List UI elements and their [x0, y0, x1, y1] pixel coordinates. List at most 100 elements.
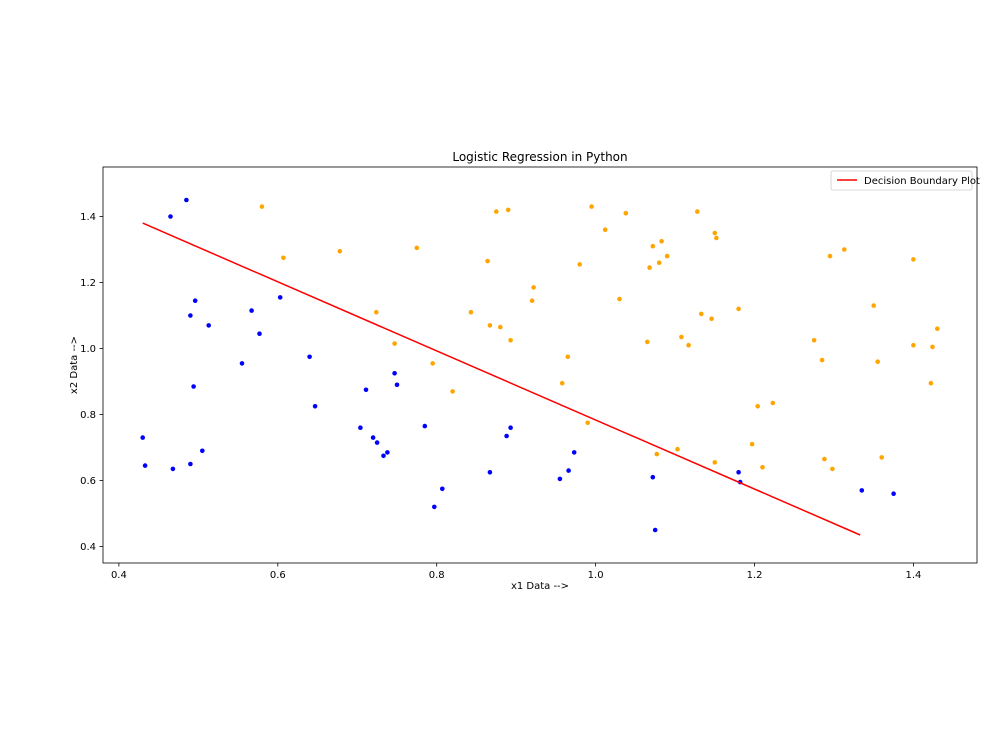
data-point-series0-18	[363, 387, 369, 393]
data-point-series1-39	[714, 235, 719, 241]
data-point-series1-22	[602, 227, 608, 232]
data-point-series0-16	[312, 404, 318, 409]
data-point-series1-28	[654, 451, 660, 457]
data-point-series0-23	[392, 371, 397, 376]
data-point-series1-30	[659, 239, 664, 244]
data-point-series1-41	[736, 306, 741, 312]
data-point-series1-17	[559, 380, 565, 386]
data-point-series0-30	[508, 425, 513, 431]
data-point-series0-11	[239, 361, 245, 366]
data-point-series0-19	[370, 435, 376, 440]
x-tick-label: 1.4	[905, 570, 921, 581]
data-point-series1-35	[695, 209, 700, 214]
data-point-series0-25	[422, 423, 428, 429]
data-point-series1-26	[647, 265, 652, 270]
data-point-series0-7	[191, 384, 196, 389]
data-point-series1-21	[589, 204, 594, 209]
y-tick-label: 1.2	[80, 278, 96, 289]
plot-area	[103, 167, 977, 563]
data-point-series0-26	[432, 504, 437, 510]
data-point-series1-49	[827, 253, 833, 259]
data-point-series1-23	[617, 296, 622, 302]
data-point-series0-17	[358, 425, 363, 431]
data-point-series1-36	[699, 311, 704, 317]
data-point-series1-33	[679, 334, 684, 340]
x-tick-label: 0.4	[111, 570, 127, 581]
data-point-series1-4	[392, 341, 397, 346]
data-point-series0-6	[188, 461, 193, 467]
data-point-series1-47	[819, 357, 825, 363]
data-point-series1-29	[656, 260, 662, 266]
data-point-series0-22	[385, 450, 390, 455]
data-point-series0-38	[859, 488, 865, 493]
data-point-series0-9	[200, 448, 205, 454]
data-point-series1-11	[494, 209, 499, 214]
data-point-series1-37	[709, 316, 714, 322]
data-point-series0-13	[257, 331, 262, 337]
data-point-series1-12	[498, 324, 503, 330]
data-point-series0-15	[307, 354, 312, 360]
lines-layer	[142, 222, 861, 536]
data-point-series1-32	[675, 446, 680, 452]
data-point-series0-28	[487, 470, 493, 475]
data-point-series0-31	[557, 476, 563, 482]
data-point-series0-20	[374, 440, 380, 445]
data-point-series1-14	[508, 338, 513, 343]
x-tick-label: 1.0	[588, 570, 604, 581]
x-tick-label: 0.6	[270, 570, 286, 581]
data-point-series1-38	[712, 230, 718, 236]
data-point-series0-27	[440, 486, 445, 492]
data-point-series1-9	[485, 258, 490, 264]
data-point-series0-34	[650, 474, 656, 480]
data-point-series0-21	[381, 453, 386, 459]
data-point-series1-59	[935, 326, 940, 332]
data-point-series0-8	[192, 298, 198, 304]
data-point-series1-34	[686, 342, 691, 348]
data-point-series1-40	[712, 460, 718, 465]
chart-title: Logistic Regression in Python	[452, 150, 627, 164]
data-point-series1-45	[770, 400, 776, 406]
data-point-series1-44	[760, 465, 765, 470]
data-point-series1-48	[822, 456, 827, 462]
data-point-series1-51	[842, 247, 847, 252]
data-point-series1-57	[928, 380, 934, 386]
data-point-series1-10	[487, 323, 493, 328]
data-point-series1-56	[911, 257, 916, 262]
data-point-series1-20	[585, 420, 590, 426]
data-point-series1-54	[879, 455, 884, 460]
data-point-series1-50	[830, 466, 835, 472]
data-point-series0-29	[504, 433, 509, 439]
data-point-series0-0	[140, 435, 145, 440]
data-point-series1-2	[337, 248, 343, 254]
data-point-series1-15	[529, 298, 535, 304]
data-point-series0-12	[249, 308, 254, 313]
data-point-series1-16	[531, 285, 536, 290]
legend-box	[830, 170, 973, 191]
data-point-series1-42	[749, 441, 755, 447]
data-point-series0-36	[736, 470, 741, 475]
data-point-series0-4	[184, 197, 189, 203]
data-point-series1-18	[565, 354, 571, 360]
data-point-series1-53	[875, 359, 880, 365]
data-point-series1-55	[911, 342, 916, 348]
data-point-series1-25	[645, 339, 650, 345]
data-point-series0-14	[277, 295, 283, 300]
data-point-series1-1	[281, 255, 286, 261]
data-point-series1-58	[930, 344, 935, 350]
data-point-series1-13	[505, 207, 511, 213]
x-axis-ticks: 0.4 0.6 0.8 1.0 1.2 1.4	[111, 563, 921, 581]
data-point-series1-46	[811, 338, 817, 343]
data-point-series1-27	[650, 243, 656, 249]
points-layer	[140, 197, 940, 533]
data-point-series1-19	[577, 262, 582, 267]
data-point-series1-8	[468, 309, 474, 315]
y-tick-label: 1.0	[80, 344, 96, 355]
x-tick-label: 0.8	[429, 570, 445, 581]
data-point-series0-3	[170, 466, 176, 472]
y-axis-ticks: 0.4 0.6 0.8 1.0 1.2 1.4	[80, 212, 103, 553]
y-axis-label: x2 Data -->	[69, 336, 80, 394]
data-point-series0-35	[652, 527, 658, 533]
data-point-series0-1	[142, 463, 148, 468]
data-point-series0-24	[394, 382, 400, 388]
